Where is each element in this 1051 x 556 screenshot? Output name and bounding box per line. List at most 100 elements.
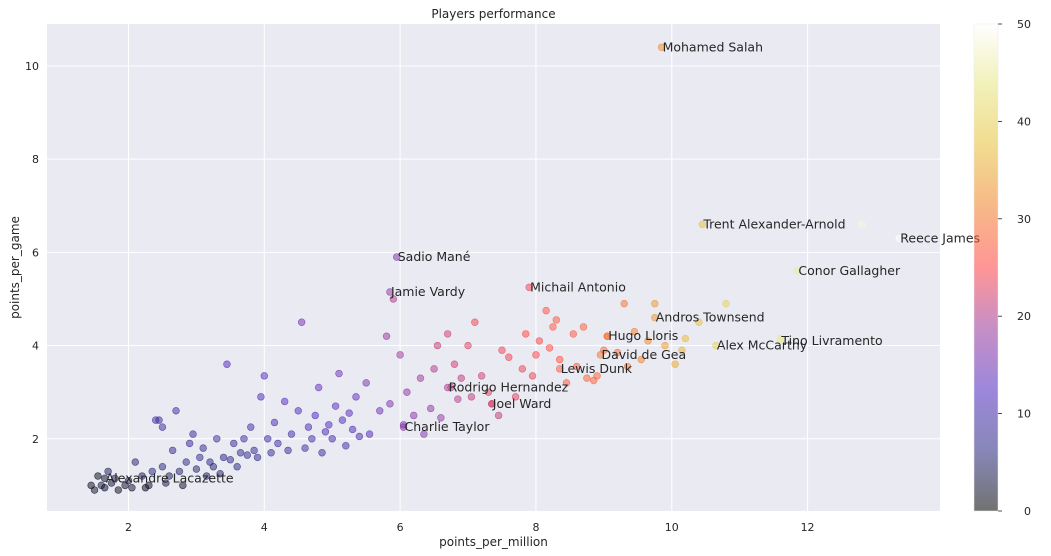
data-point xyxy=(158,463,167,471)
data-point xyxy=(858,220,866,229)
annotated-point xyxy=(657,43,666,52)
data-point xyxy=(562,379,571,387)
data-point xyxy=(671,360,679,368)
data-point xyxy=(331,402,340,410)
x-tick-label: 6 xyxy=(397,521,404,534)
data-point xyxy=(342,442,350,450)
data-point xyxy=(426,404,435,413)
y-axis-label: points_per_game xyxy=(8,216,22,319)
y-tick-label: 6 xyxy=(32,246,39,259)
data-point xyxy=(236,449,245,457)
data-point xyxy=(477,372,486,380)
data-point xyxy=(420,430,428,438)
chart-title: Players performance xyxy=(431,7,555,21)
annotated-point xyxy=(895,234,903,243)
annotation-label: Charlie Taylor xyxy=(405,419,491,434)
data-point xyxy=(284,446,292,455)
colorbar-tick-label: 40 xyxy=(1017,115,1031,128)
annotation-label: Rodrigo Hernandez xyxy=(449,380,569,395)
data-point xyxy=(182,458,190,466)
data-point xyxy=(250,446,258,455)
data-point xyxy=(158,423,167,431)
x-tick-label: 10 xyxy=(665,521,679,534)
x-tick-label: 2 xyxy=(125,521,132,534)
x-tick-label: 8 xyxy=(532,521,539,534)
data-point xyxy=(264,435,272,443)
data-point xyxy=(131,458,139,466)
data-point xyxy=(128,483,136,492)
annotated-point xyxy=(793,267,802,275)
data-point xyxy=(280,397,289,406)
data-point xyxy=(518,365,527,373)
data-point xyxy=(311,411,319,420)
annotation-label: Alex McCarthy xyxy=(717,338,808,353)
data-point xyxy=(695,318,703,326)
annotated-point xyxy=(101,474,109,483)
data-point xyxy=(297,318,306,326)
data-point xyxy=(247,423,255,431)
annotated-point xyxy=(386,288,394,296)
colorbar-tick-label: 0 xyxy=(1024,505,1031,518)
data-point xyxy=(304,423,313,431)
data-point xyxy=(498,346,506,354)
data-point xyxy=(583,374,591,382)
annotated-point xyxy=(443,383,452,392)
data-point xyxy=(467,393,476,401)
annotation-label: Sadio Mané xyxy=(398,249,471,264)
data-point xyxy=(162,479,170,487)
x-tick-label: 4 xyxy=(261,521,268,534)
data-point xyxy=(678,346,686,354)
colorbar-tick-label: 20 xyxy=(1017,310,1031,323)
data-point xyxy=(243,451,252,459)
data-point xyxy=(114,486,123,494)
data-point xyxy=(308,435,316,443)
annotation-label: Reece James xyxy=(900,230,980,245)
annotation-label: Lewis Dunk xyxy=(561,361,633,376)
data-point xyxy=(209,463,218,471)
data-point xyxy=(386,400,394,408)
data-point xyxy=(165,472,173,480)
data-point xyxy=(593,372,601,380)
data-point xyxy=(199,444,207,452)
data-point xyxy=(433,341,442,350)
data-point xyxy=(505,353,513,361)
data-point xyxy=(226,456,235,464)
data-point xyxy=(185,439,194,448)
annotated-point xyxy=(556,365,564,373)
annotated-point xyxy=(525,283,533,292)
data-point xyxy=(267,449,275,457)
data-point xyxy=(651,299,659,308)
data-point xyxy=(535,337,544,345)
y-tick-label: 4 xyxy=(32,340,39,353)
data-point xyxy=(355,432,364,441)
data-point xyxy=(511,393,520,401)
annotation-label: Andros Townsend xyxy=(656,310,765,325)
data-point xyxy=(532,351,540,359)
data-point xyxy=(196,453,204,462)
data-point xyxy=(172,407,180,415)
y-tick-label: 10 xyxy=(25,60,39,73)
data-point xyxy=(620,299,628,308)
annotation-label: Alexandre Lacazette xyxy=(106,470,234,485)
annotated-point xyxy=(776,337,785,345)
data-point xyxy=(552,316,561,324)
data-point xyxy=(637,355,645,364)
x-axis-label: points_per_million xyxy=(439,535,548,549)
data-point xyxy=(572,362,581,371)
data-point xyxy=(325,421,333,429)
data-points xyxy=(87,220,866,494)
annotation-label: Tino Livramento xyxy=(780,333,882,348)
annotated-point xyxy=(596,351,605,359)
data-point xyxy=(630,327,639,336)
data-point xyxy=(213,435,221,443)
data-point xyxy=(722,299,730,308)
data-point xyxy=(389,295,398,303)
data-point xyxy=(454,395,462,403)
data-point xyxy=(321,428,330,436)
data-point xyxy=(202,472,211,480)
data-point xyxy=(301,444,309,452)
data-point xyxy=(464,341,472,350)
data-point xyxy=(338,416,347,424)
data-point xyxy=(233,463,241,471)
data-point xyxy=(145,481,153,490)
